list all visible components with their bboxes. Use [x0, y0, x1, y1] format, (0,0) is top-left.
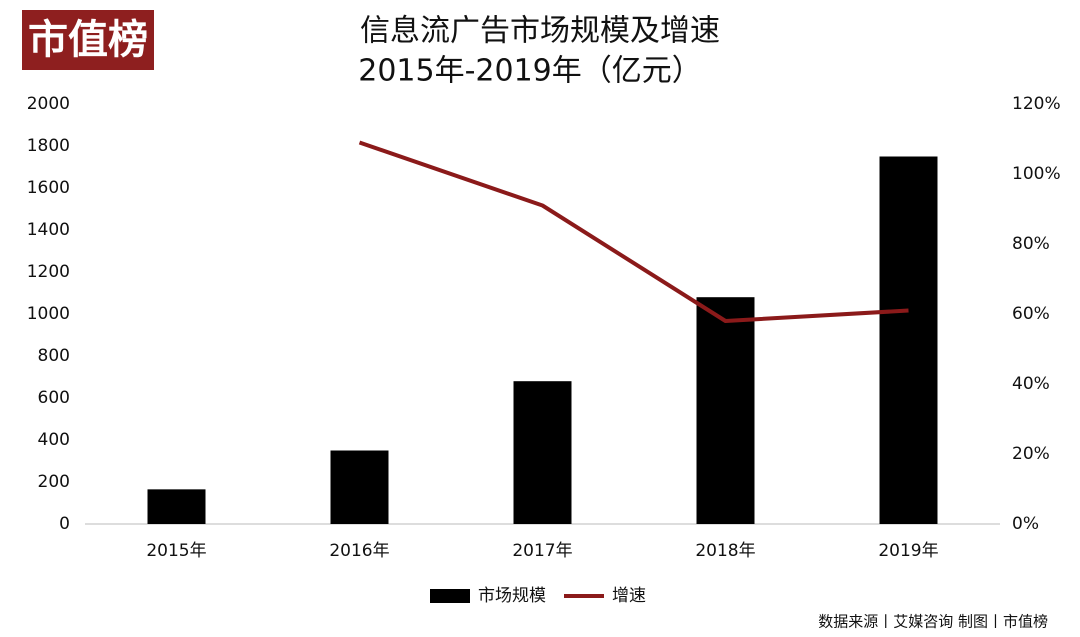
- y2-tick-label: 0%: [1012, 514, 1039, 534]
- y-tick-label: 400: [38, 430, 70, 450]
- y2-tick-label: 100%: [1012, 164, 1061, 184]
- y-tick-label: 800: [38, 346, 70, 366]
- y2-tick-label: 20%: [1012, 444, 1050, 464]
- legend-label: 增速: [612, 586, 646, 606]
- y-tick-label: 1800: [27, 136, 70, 156]
- x-tick-label: 2018年: [695, 541, 755, 561]
- y2-tick-label: 80%: [1012, 234, 1050, 254]
- logo: 市值榜: [28, 17, 148, 63]
- y2-tick-label: 120%: [1012, 94, 1061, 114]
- x-tick-label: 2016年: [329, 541, 389, 561]
- bar: [330, 450, 389, 524]
- y-tick-label: 1200: [27, 262, 70, 282]
- x-tick-label: 2017年: [512, 541, 572, 561]
- y-tick-label: 600: [38, 388, 70, 408]
- y-tick-label: 0: [59, 514, 70, 534]
- bar: [513, 381, 572, 524]
- line: [358, 140, 909, 323]
- x-tick-label: 2015年: [146, 541, 206, 561]
- y-tick-label: 1000: [27, 304, 70, 324]
- y-tick-label: 1400: [27, 220, 70, 240]
- logo-box: [22, 10, 154, 70]
- bar: [879, 156, 938, 524]
- y-tick-label: 200: [38, 472, 70, 492]
- chart-title: 信息流广告市场规模及增速: [360, 14, 720, 49]
- legend-swatch: [430, 589, 470, 603]
- chart-subtitle: 2015年-2019年（亿元）: [358, 54, 702, 89]
- x-tick-label: 2019年: [878, 541, 938, 561]
- y2-tick-label: 60%: [1012, 304, 1050, 324]
- bar: [696, 297, 755, 524]
- legend-label: 市场规模: [478, 586, 546, 606]
- bar: [147, 489, 206, 524]
- source-note: 数据来源丨艾媒咨询 制图丨市值榜: [818, 613, 1048, 631]
- y-tick-label: 1600: [27, 178, 70, 198]
- y2-tick-label: 40%: [1012, 374, 1050, 394]
- y-tick-label: 2000: [27, 94, 70, 114]
